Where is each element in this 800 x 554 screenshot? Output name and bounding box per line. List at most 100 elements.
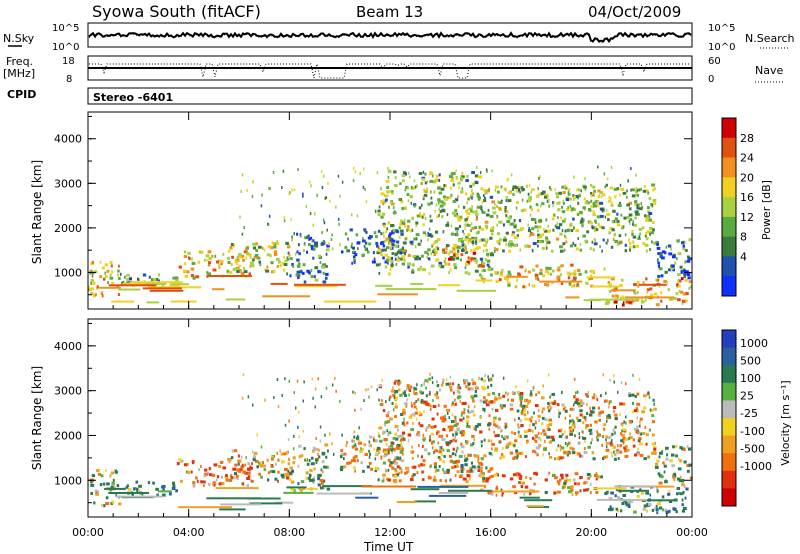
echo-cell <box>594 228 599 232</box>
echo-cell <box>400 413 404 416</box>
echo-cell <box>447 252 450 256</box>
echo-cell <box>599 245 601 249</box>
echo-cell <box>544 193 549 197</box>
echo-cell <box>380 192 385 196</box>
echo-cell <box>638 204 640 208</box>
echo-cell <box>647 455 650 459</box>
echo-cell <box>575 491 579 495</box>
echo-cell <box>558 223 563 227</box>
echo-cell <box>520 424 524 428</box>
echo-cell <box>387 458 391 462</box>
echo-cell <box>443 260 446 263</box>
echo-cell <box>592 457 596 461</box>
echo-cell <box>622 428 626 432</box>
echo-cell <box>498 201 503 204</box>
echo-cell <box>323 465 327 469</box>
echo-cell <box>454 415 457 419</box>
echo-cell <box>432 243 435 247</box>
echo-cell <box>283 268 286 272</box>
echo-cell <box>610 203 614 207</box>
echo-cell <box>522 187 525 191</box>
echo-cell <box>480 444 483 448</box>
time-tick-labels: 00:00 04:00 08:00 12:00 16:00 20:00 00:00 <box>72 526 708 539</box>
echo-cell <box>462 205 466 209</box>
colorbar-segment <box>722 256 736 277</box>
echo-cell <box>568 490 572 494</box>
echo-cell <box>390 259 394 263</box>
echo-cell <box>644 234 647 238</box>
echo-cell <box>515 201 519 204</box>
echo-cell <box>579 476 583 479</box>
echo-cell <box>461 429 465 433</box>
echo-cell <box>551 392 555 396</box>
echo-cell <box>464 238 468 242</box>
echo-cell <box>479 171 482 175</box>
echo-cell <box>688 447 691 451</box>
echo-cell <box>433 253 437 256</box>
echo-cell <box>682 244 685 248</box>
echo-cell <box>102 482 106 486</box>
echo-cell <box>409 229 412 233</box>
echo-cell <box>402 408 406 412</box>
echo-cell <box>679 290 684 294</box>
echo-cell <box>454 430 459 434</box>
echo-cell <box>375 263 380 267</box>
echo-cell <box>378 271 381 275</box>
echo-cell <box>364 187 366 191</box>
echo-cell <box>504 188 507 192</box>
echo-cell <box>427 248 431 252</box>
echo-cell <box>297 274 301 278</box>
echo-cell <box>656 489 659 493</box>
echo-cell <box>496 232 501 236</box>
echo-cell <box>627 179 629 183</box>
echo-cell <box>614 417 618 421</box>
echo-cell <box>317 448 320 452</box>
echo-cell <box>636 281 640 284</box>
echo-cell <box>392 386 394 390</box>
echo-cell <box>664 251 667 255</box>
echo-cell <box>519 190 521 194</box>
echo-cell <box>253 255 258 259</box>
echo-cell <box>419 214 423 218</box>
echo-cell <box>585 281 589 285</box>
echo-cell <box>488 414 491 418</box>
echo-cell <box>377 245 380 249</box>
echo-cell <box>382 256 385 260</box>
echo-cell <box>192 481 196 485</box>
echo-cell <box>427 252 430 256</box>
echo-cell <box>485 248 488 252</box>
echo-cell <box>192 276 196 280</box>
echo-cell <box>467 239 472 243</box>
echo-cell <box>291 235 293 239</box>
echo-cell <box>438 198 441 202</box>
echo-cell <box>155 487 159 491</box>
echo-cell <box>439 448 444 452</box>
echo-cell <box>593 213 596 217</box>
echo-cell <box>448 271 450 274</box>
echo-cell <box>289 466 293 470</box>
echo-band <box>157 490 172 493</box>
echo-cell <box>408 384 411 388</box>
echo-cell <box>554 457 556 461</box>
echo-cell <box>396 444 401 447</box>
echo-cell <box>458 186 460 190</box>
echo-cell <box>574 472 579 476</box>
echo-cell <box>429 219 433 223</box>
echo-cell <box>368 242 372 246</box>
echo-cell <box>451 176 454 180</box>
echo-cell <box>425 233 427 237</box>
echo-cell <box>415 400 417 403</box>
echo-cell <box>599 394 602 398</box>
colorbar-tick-label: 28 <box>740 132 754 145</box>
echo-cell <box>636 392 640 396</box>
echo-cell <box>466 469 471 473</box>
echo-cell <box>429 438 432 442</box>
echo-cell <box>321 460 325 464</box>
echo-cell <box>668 252 673 256</box>
echo-cell <box>605 448 610 452</box>
echo-cell <box>484 258 487 261</box>
echo-cell <box>397 471 400 475</box>
echo-cell <box>467 453 471 457</box>
echo-cell <box>611 294 615 298</box>
echo-cell <box>453 263 457 266</box>
